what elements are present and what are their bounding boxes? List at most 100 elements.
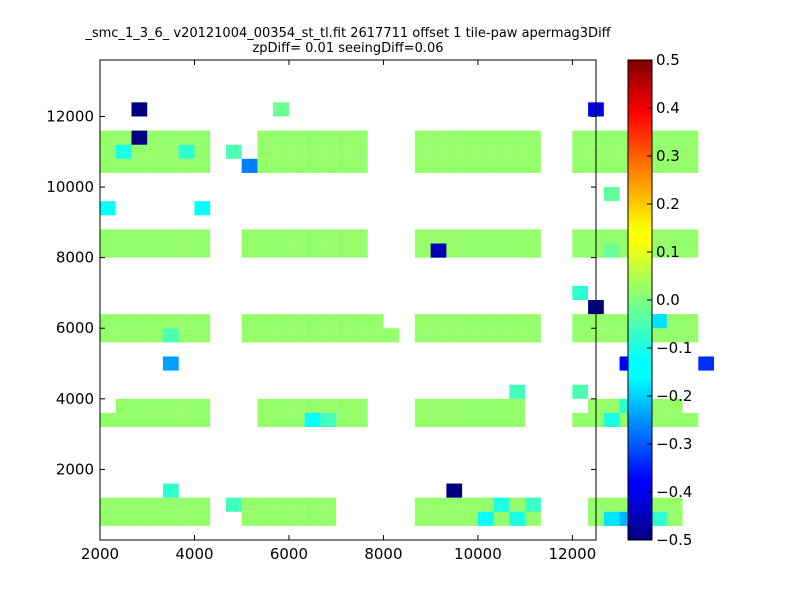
heatmap-cell bbox=[477, 314, 494, 329]
heatmap-cell bbox=[273, 412, 289, 428]
heatmap-cell bbox=[115, 328, 132, 343]
heatmap-cell bbox=[525, 511, 541, 526]
colorbar-tick-label: 0.5 bbox=[656, 51, 680, 69]
heatmap-cell bbox=[651, 497, 667, 512]
heatmap-cell bbox=[446, 158, 463, 173]
heatmap-cell bbox=[131, 243, 148, 258]
heatmap-cell bbox=[525, 144, 541, 159]
heatmap-cell bbox=[273, 497, 289, 512]
heatmap-cell bbox=[336, 398, 352, 413]
colorbar-tick-label: 0.3 bbox=[656, 147, 680, 165]
heatmap-cell bbox=[194, 511, 211, 526]
heatmap-cell bbox=[194, 398, 211, 413]
heatmap-cell bbox=[603, 314, 620, 329]
heatmap-cell bbox=[651, 229, 667, 244]
heatmap-cell bbox=[666, 328, 683, 343]
heatmap-cell bbox=[194, 412, 211, 428]
heatmap-cell bbox=[241, 158, 258, 173]
heatmap-cell bbox=[367, 328, 384, 343]
heatmap-cell bbox=[572, 328, 589, 343]
heatmap-cell bbox=[446, 497, 463, 512]
heatmap-cell bbox=[147, 314, 163, 329]
heatmap-cell bbox=[162, 356, 179, 371]
heatmap-cell bbox=[509, 412, 526, 428]
y-tick-label: 10000 bbox=[46, 178, 94, 196]
heatmap-cell bbox=[430, 314, 447, 329]
heatmap-cell bbox=[273, 144, 289, 159]
heatmap-cell bbox=[288, 229, 305, 244]
heatmap-cell bbox=[304, 243, 321, 258]
plot-frame bbox=[99, 59, 597, 541]
heatmap-cell bbox=[115, 229, 132, 244]
heatmap-cell bbox=[147, 328, 163, 343]
heatmap-cell bbox=[682, 412, 699, 428]
heatmap-cell bbox=[273, 243, 289, 258]
heatmap-cell bbox=[257, 314, 274, 329]
x-tick-label: 4000 bbox=[175, 545, 213, 563]
y-tick-label: 12000 bbox=[46, 107, 94, 125]
heatmap-cell bbox=[257, 229, 274, 244]
heatmap-cell bbox=[351, 412, 368, 428]
heatmap-cell bbox=[430, 144, 447, 159]
heatmap-cell bbox=[304, 229, 321, 244]
heatmap-cell bbox=[273, 328, 289, 343]
chart-title-line1: _smc_1_3_6_ v20121004_00354_st_tl.fit 26… bbox=[84, 26, 611, 41]
heatmap-cell bbox=[509, 398, 526, 413]
heatmap-cell bbox=[178, 144, 195, 159]
heatmap-cell bbox=[682, 243, 699, 258]
heatmap-cell bbox=[430, 243, 447, 258]
heatmap-cell bbox=[651, 144, 667, 159]
heatmap-cell bbox=[100, 314, 116, 329]
heatmap-cell bbox=[651, 314, 667, 329]
heatmap-cell bbox=[194, 229, 211, 244]
heatmap-cell bbox=[162, 497, 179, 512]
heatmap-cell bbox=[320, 328, 337, 343]
heatmap-cell bbox=[257, 243, 274, 258]
heatmap-cell bbox=[304, 412, 321, 428]
heatmap-cell bbox=[320, 314, 337, 329]
heatmap-cell bbox=[572, 144, 589, 159]
heatmap-cell bbox=[147, 412, 163, 428]
heatmap-cell bbox=[666, 314, 683, 329]
heatmap-cell bbox=[320, 412, 337, 428]
heatmap-cell bbox=[477, 144, 494, 159]
heatmap-cell bbox=[462, 328, 478, 343]
heatmap-cell bbox=[131, 102, 148, 117]
heatmap-cell bbox=[477, 497, 494, 512]
heatmap-cell bbox=[273, 229, 289, 244]
heatmap-cell bbox=[509, 130, 526, 145]
heatmap-cell bbox=[115, 497, 132, 512]
heatmap-cell bbox=[288, 328, 305, 343]
heatmap-cell bbox=[525, 314, 541, 329]
heatmap-cell bbox=[430, 511, 447, 526]
heatmap-cell bbox=[288, 398, 305, 413]
heatmap-cell bbox=[572, 314, 589, 329]
heatmap-cell bbox=[666, 158, 683, 173]
heatmap-cell bbox=[162, 398, 179, 413]
x-tick-label: 8000 bbox=[364, 545, 402, 563]
heatmap-cell bbox=[351, 243, 368, 258]
heatmap-cell bbox=[304, 511, 321, 526]
heatmap-cell bbox=[603, 497, 620, 512]
heatmap-cell bbox=[162, 130, 179, 145]
heatmap-cell bbox=[100, 158, 116, 173]
heatmap-cell bbox=[525, 229, 541, 244]
heatmap-cell bbox=[304, 130, 321, 145]
heatmap-cell bbox=[477, 229, 494, 244]
heatmap-cell bbox=[178, 328, 195, 343]
heatmap-cell bbox=[115, 412, 132, 428]
heatmap-cell bbox=[257, 328, 274, 343]
heatmap-cell bbox=[414, 511, 431, 526]
heatmap-cell bbox=[241, 314, 258, 329]
heatmap-cell bbox=[666, 243, 683, 258]
heatmap-cell bbox=[651, 130, 667, 145]
colorbar-tick-label: 0.1 bbox=[656, 243, 680, 261]
heatmap-cell bbox=[304, 497, 321, 512]
heatmap-cell bbox=[462, 497, 478, 512]
heatmap-cell bbox=[257, 398, 274, 413]
heatmap-cell bbox=[304, 144, 321, 159]
heatmap-cell bbox=[162, 328, 179, 343]
colorbar-tick-label: −0.5 bbox=[656, 531, 692, 549]
heatmap-cell bbox=[493, 398, 510, 413]
heatmap-cell bbox=[162, 483, 179, 498]
